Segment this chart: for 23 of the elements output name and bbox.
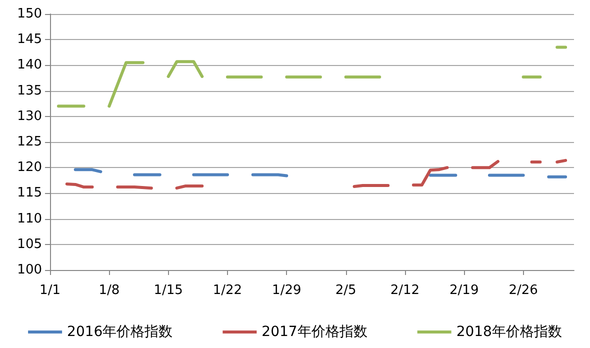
- y-tick-label: 125: [17, 134, 42, 150]
- x-tick-label: 1/15: [154, 283, 183, 298]
- y-tick-label: 115: [17, 186, 42, 201]
- legend-label: 2017年价格指数: [262, 324, 368, 340]
- y-tick-label: 130: [17, 108, 42, 124]
- y-tick-label: 100: [17, 262, 42, 278]
- y-tick-label: 110: [17, 211, 42, 226]
- y-tick-label: 135: [17, 83, 42, 98]
- x-tick-label: 2/26: [508, 283, 538, 298]
- x-tick-label: 2/19: [450, 283, 479, 298]
- x-tick-label: 1/1: [40, 283, 60, 298]
- x-tick-label: 1/29: [272, 283, 302, 298]
- y-tick-label: 145: [17, 32, 42, 48]
- x-tick-label: 1/8: [98, 283, 120, 298]
- y-tick-label: 140: [17, 58, 42, 73]
- y-tick-label: 120: [17, 160, 42, 176]
- legend-label: 2018年价格指数: [456, 324, 562, 340]
- x-tick-label: 2/5: [335, 283, 356, 298]
- x-tick-label: 1/22: [212, 283, 242, 298]
- y-tick-label: 105: [17, 236, 42, 252]
- x-tick-label: 2/12: [390, 283, 420, 298]
- legend-label: 2016年价格指数: [67, 324, 173, 340]
- y-tick-label: 150: [17, 6, 42, 22]
